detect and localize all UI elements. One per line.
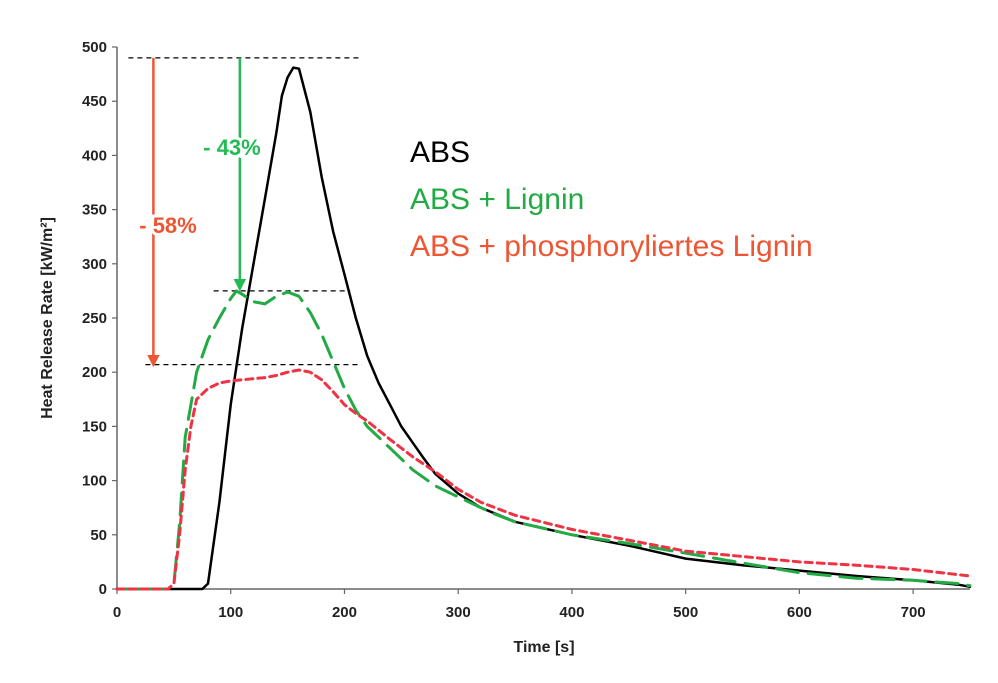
- x-tick-label: 300: [446, 604, 471, 621]
- y-tick-label: 450: [82, 93, 107, 110]
- annotation-layer: - 43% - 58%: [136, 57, 264, 368]
- x-tick-label: 0: [113, 604, 121, 621]
- legend: ABS ABS + Lignin ABS + phosphoryliertes Li…: [410, 136, 813, 263]
- x-tick-label: 500: [673, 604, 698, 621]
- x-tick-label: 600: [787, 604, 812, 621]
- annotation-label: - 58%: [139, 213, 196, 238]
- legend-entry: ABS: [410, 136, 470, 169]
- y-tick-label: 200: [82, 364, 107, 381]
- legend-entry: ABS + Lignin: [410, 183, 584, 216]
- series-layer: [115, 66, 972, 591]
- y-tick-label: 150: [82, 418, 107, 435]
- y-tick-label: 0: [99, 581, 107, 598]
- legend-entry: ABS + phosphoryliertes Lignin: [410, 230, 813, 263]
- plot-axes: 0 50 100 150 200 250 300 350 400 450 500 0 100 200 300…: [82, 39, 970, 621]
- y-axis-title: Heat Release Rate [kW/m²]: [39, 217, 56, 419]
- y-tick-label: 250: [82, 310, 107, 327]
- annotation-label: - 43%: [203, 135, 260, 160]
- series-line-2: [115, 289, 972, 591]
- y-tick-label: 300: [82, 256, 107, 273]
- y-tick-label: 350: [82, 202, 107, 219]
- x-tick-label: 200: [332, 604, 357, 621]
- x-axis-title: Time [s]: [513, 639, 574, 656]
- y-tick-label: 50: [90, 527, 107, 544]
- series-line-1: [115, 66, 972, 591]
- x-tick-label: 400: [559, 604, 584, 621]
- x-tick-label: 100: [218, 604, 243, 621]
- x-tick-label: 700: [901, 604, 926, 621]
- y-tick-label: 400: [82, 147, 107, 164]
- y-tick-label: 500: [82, 39, 107, 56]
- series-line-3: [115, 368, 972, 591]
- y-tick-label: 100: [82, 473, 107, 490]
